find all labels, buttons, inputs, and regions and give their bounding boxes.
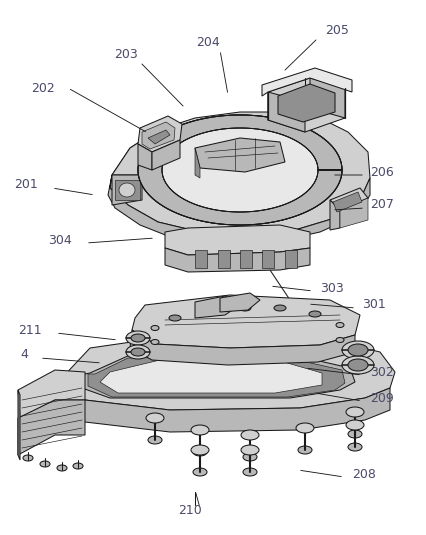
Polygon shape	[142, 122, 175, 149]
Polygon shape	[285, 250, 297, 268]
Polygon shape	[220, 293, 260, 312]
Polygon shape	[108, 175, 370, 244]
Polygon shape	[55, 335, 395, 410]
Polygon shape	[218, 250, 230, 268]
Text: 205: 205	[325, 24, 349, 36]
Polygon shape	[152, 140, 180, 170]
Polygon shape	[112, 130, 160, 175]
Text: 207: 207	[370, 198, 394, 211]
Text: 202: 202	[31, 81, 55, 95]
Ellipse shape	[57, 465, 67, 471]
Ellipse shape	[193, 448, 207, 456]
Polygon shape	[165, 248, 310, 272]
Ellipse shape	[148, 436, 162, 444]
Ellipse shape	[151, 340, 159, 345]
Ellipse shape	[204, 309, 216, 315]
Polygon shape	[333, 192, 362, 212]
Text: 210: 210	[178, 503, 202, 516]
Polygon shape	[100, 358, 322, 393]
Polygon shape	[110, 112, 370, 234]
Polygon shape	[195, 138, 285, 172]
Text: 302: 302	[370, 365, 394, 378]
Polygon shape	[130, 330, 355, 365]
Polygon shape	[262, 68, 352, 96]
Ellipse shape	[346, 420, 364, 430]
Polygon shape	[18, 390, 20, 460]
Text: 204: 204	[196, 35, 220, 49]
Ellipse shape	[309, 311, 321, 317]
Text: 211: 211	[18, 324, 42, 337]
Ellipse shape	[243, 468, 257, 476]
Ellipse shape	[131, 348, 145, 356]
Ellipse shape	[138, 115, 342, 225]
Text: 301: 301	[362, 299, 386, 311]
Polygon shape	[138, 116, 182, 152]
Ellipse shape	[169, 315, 181, 321]
Ellipse shape	[241, 430, 259, 440]
Ellipse shape	[348, 430, 362, 438]
Polygon shape	[165, 225, 310, 255]
Text: 206: 206	[370, 165, 394, 179]
Ellipse shape	[40, 461, 50, 467]
Ellipse shape	[152, 122, 328, 218]
Ellipse shape	[126, 345, 150, 359]
Text: 208: 208	[352, 468, 376, 480]
Polygon shape	[55, 388, 390, 432]
Polygon shape	[138, 144, 152, 170]
Polygon shape	[278, 84, 335, 122]
Ellipse shape	[336, 338, 344, 342]
Ellipse shape	[191, 445, 209, 455]
Polygon shape	[330, 200, 340, 230]
Ellipse shape	[193, 468, 207, 476]
Polygon shape	[115, 180, 140, 200]
Text: 304: 304	[48, 233, 72, 247]
Ellipse shape	[348, 443, 362, 451]
Polygon shape	[195, 250, 207, 268]
Polygon shape	[330, 188, 368, 210]
Ellipse shape	[126, 331, 150, 345]
Ellipse shape	[23, 455, 33, 461]
Text: 209: 209	[370, 392, 394, 404]
Ellipse shape	[346, 407, 364, 417]
Ellipse shape	[348, 359, 368, 371]
Ellipse shape	[243, 453, 257, 461]
Polygon shape	[88, 355, 345, 397]
Polygon shape	[112, 175, 142, 205]
Polygon shape	[138, 115, 342, 225]
Ellipse shape	[336, 323, 344, 327]
Ellipse shape	[146, 413, 164, 423]
Ellipse shape	[119, 183, 135, 197]
Ellipse shape	[73, 463, 83, 469]
Polygon shape	[18, 400, 85, 455]
Ellipse shape	[342, 341, 374, 359]
Polygon shape	[195, 296, 240, 318]
Ellipse shape	[239, 305, 251, 311]
Polygon shape	[80, 352, 355, 398]
Text: 303: 303	[320, 281, 344, 294]
Text: 201: 201	[14, 179, 38, 192]
Ellipse shape	[348, 344, 368, 356]
Polygon shape	[340, 198, 368, 228]
Polygon shape	[195, 148, 200, 178]
Ellipse shape	[274, 305, 286, 311]
Polygon shape	[148, 130, 170, 144]
Ellipse shape	[342, 356, 374, 374]
Ellipse shape	[131, 334, 145, 342]
Text: 4: 4	[20, 348, 28, 362]
Text: 203: 203	[114, 49, 138, 62]
Polygon shape	[240, 250, 252, 268]
Ellipse shape	[191, 425, 209, 435]
Polygon shape	[132, 295, 360, 348]
Ellipse shape	[241, 445, 259, 455]
Polygon shape	[18, 370, 85, 418]
Ellipse shape	[298, 446, 312, 454]
Ellipse shape	[151, 325, 159, 331]
Ellipse shape	[296, 423, 314, 433]
Polygon shape	[262, 250, 274, 268]
Polygon shape	[268, 92, 305, 132]
Polygon shape	[310, 78, 345, 118]
Polygon shape	[268, 78, 345, 132]
